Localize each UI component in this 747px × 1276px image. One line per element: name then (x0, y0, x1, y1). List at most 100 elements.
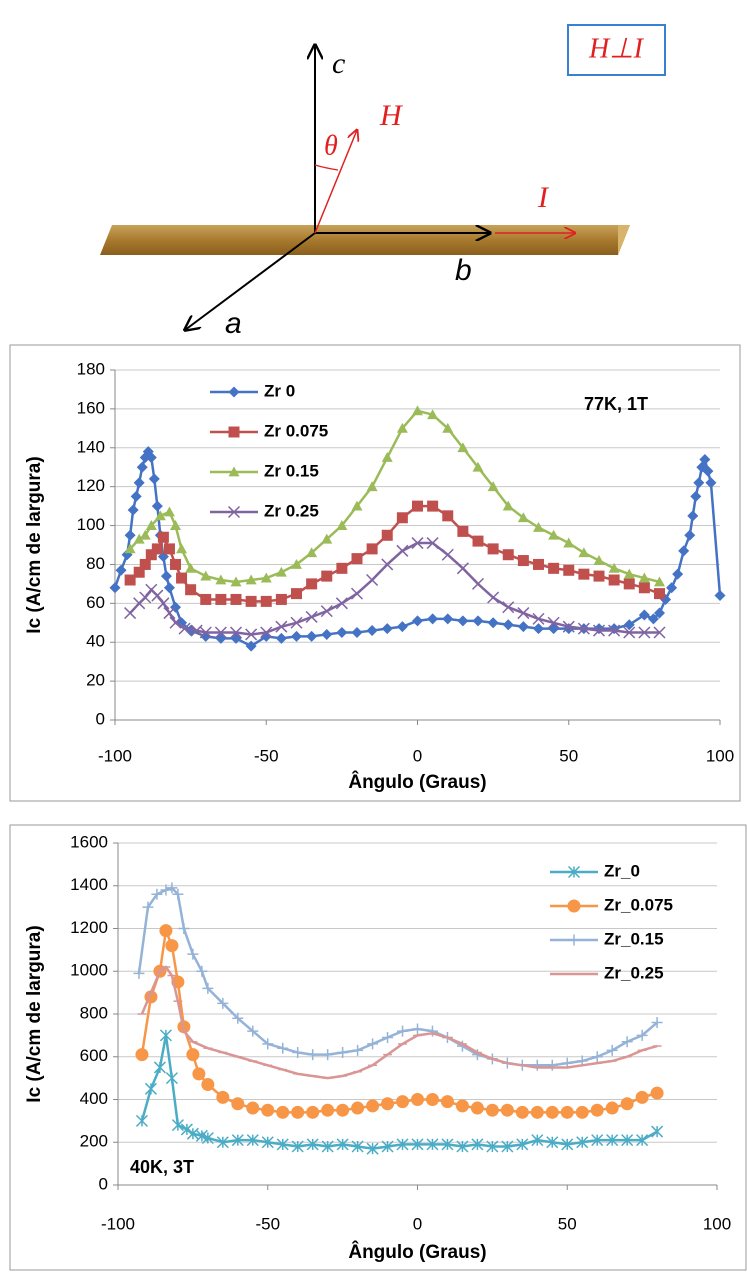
data-point (215, 574, 227, 585)
data-point (148, 473, 160, 485)
data-point (548, 529, 560, 540)
data-point (180, 1123, 193, 1136)
data-point (163, 582, 175, 594)
data-point (336, 627, 348, 638)
y-axis-label: Ic (A/cm de largura) (24, 456, 45, 633)
data-point (306, 1138, 319, 1151)
y-tick-label: 60 (86, 593, 105, 612)
x-tick-label: 0 (413, 746, 422, 765)
y-tick-label: 1000 (70, 961, 108, 980)
data-point (366, 625, 378, 637)
data-point (517, 512, 529, 523)
y-tick-label: 120 (77, 476, 105, 495)
data-point (412, 1023, 423, 1035)
data-point (577, 622, 590, 635)
data-point (145, 549, 157, 561)
data-point (232, 1012, 244, 1024)
data-point (623, 619, 635, 631)
data-point (350, 587, 364, 600)
data-point (130, 490, 142, 502)
data-point (502, 500, 514, 511)
data-point (623, 578, 635, 590)
data-point (638, 572, 650, 583)
data-point (321, 533, 333, 544)
data-point (169, 616, 182, 629)
data-point (172, 888, 184, 900)
data-point (321, 570, 333, 582)
data-point (228, 426, 240, 438)
data-point (201, 1078, 215, 1092)
data-point (412, 500, 423, 512)
data-point (381, 623, 393, 635)
data-point (441, 548, 454, 561)
y-tick-label: 1200 (70, 918, 108, 937)
x-tick-label: 100 (703, 1214, 731, 1233)
data-point (336, 562, 348, 574)
data-point (133, 566, 145, 578)
angle-arc (314, 164, 339, 171)
data-point (335, 597, 348, 610)
x-tick-label: 50 (559, 746, 578, 765)
data-point (291, 588, 302, 600)
data-line (140, 925, 658, 1114)
data-point (382, 1032, 394, 1044)
x-tick-label: -50 (254, 746, 279, 765)
data-point (154, 510, 166, 521)
data-point (548, 562, 560, 574)
data-point (563, 564, 575, 576)
y-tick-label: 200 (80, 1132, 108, 1151)
data-point (427, 409, 439, 420)
data-point (425, 1093, 439, 1106)
data-point (133, 967, 145, 979)
data-point (530, 1105, 544, 1119)
data-point (157, 597, 170, 610)
data-point (411, 1138, 424, 1151)
data-point (567, 865, 581, 879)
data-point (163, 607, 176, 620)
data-point (186, 1048, 200, 1062)
legend-label: Zr_0.15 (604, 929, 664, 948)
data-point (532, 612, 545, 625)
data-point (457, 615, 469, 627)
data-point (228, 466, 240, 477)
data-point (426, 537, 439, 550)
data-point (636, 1029, 648, 1041)
data-point (291, 630, 302, 642)
data-point (515, 1105, 529, 1119)
tape-edge (618, 225, 630, 255)
data-point (291, 558, 302, 569)
data-point (651, 1125, 664, 1138)
data-point (635, 1090, 649, 1104)
data-point (142, 901, 154, 913)
data-point (638, 609, 650, 621)
data-point (202, 982, 214, 994)
data-point (396, 1095, 410, 1109)
data-point (230, 576, 242, 587)
legend-label: Zr 0.25 (264, 501, 319, 520)
data-point (442, 613, 454, 625)
data-point (275, 620, 288, 633)
data-point (699, 453, 711, 465)
data-point (176, 572, 188, 584)
data-point (178, 923, 190, 934)
data-point (135, 1048, 149, 1062)
data-point (276, 1105, 290, 1119)
data-point (654, 576, 665, 587)
data-point (381, 529, 393, 541)
data-point (366, 573, 379, 587)
data-point (124, 543, 136, 554)
data-point (153, 1061, 166, 1074)
data-point (456, 562, 469, 575)
data-point (186, 1127, 199, 1140)
data-point (145, 452, 157, 463)
data-point (246, 1101, 260, 1115)
data-point (472, 461, 484, 472)
data-line (129, 409, 660, 584)
data-point (133, 533, 145, 544)
data-point (351, 627, 363, 638)
data-point (185, 562, 197, 573)
data-point (115, 564, 127, 576)
data-point (487, 481, 499, 492)
data-point (336, 1103, 350, 1117)
data-point (396, 512, 408, 524)
